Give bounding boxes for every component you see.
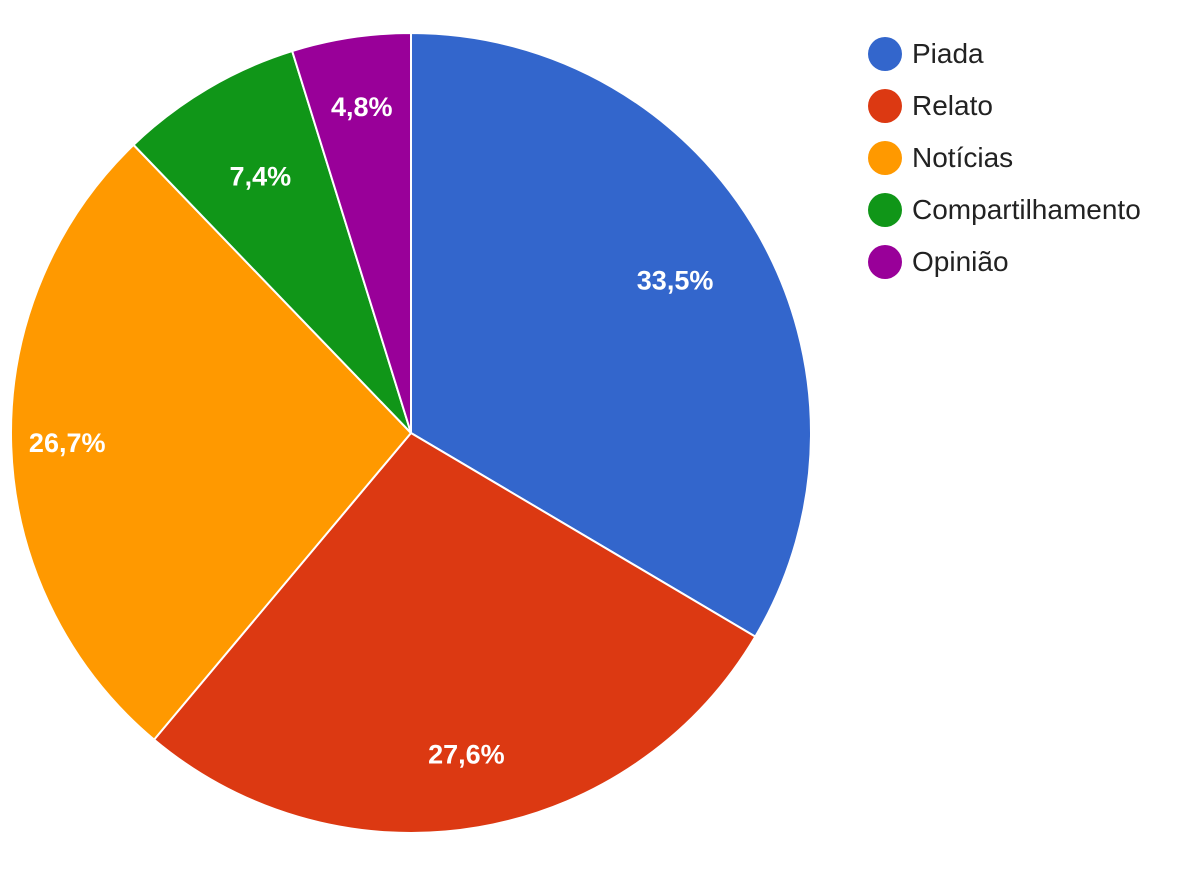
pie-slice-label-noticias: 26,7%: [29, 428, 106, 458]
legend-label-piada: Piada: [912, 38, 984, 69]
legend-swatch-relato: [868, 89, 902, 123]
legend-item-noticias[interactable]: Notícias: [868, 132, 1141, 184]
pie-slice-label-opiniao: 4,8%: [331, 92, 393, 122]
pie-slice-piada[interactable]: [410, 31, 812, 638]
pie-slice-relato[interactable]: [152, 431, 757, 834]
legend-item-opiniao[interactable]: Opinião: [868, 236, 1141, 288]
legend-swatch-piada: [868, 37, 902, 71]
pie-slice-label-piada: 33,5%: [637, 266, 714, 296]
legend: Piada Relato Notícias Compartilhamento O…: [868, 28, 1141, 288]
legend-label-compartilhamento: Compartilhamento: [912, 194, 1141, 225]
pie-slice-opiniao[interactable]: [290, 31, 412, 434]
legend-swatch-opiniao: [868, 245, 902, 279]
pie-slice-noticias[interactable]: [10, 143, 413, 742]
legend-item-relato[interactable]: Relato: [868, 80, 1141, 132]
pie-slice-compartilhamento[interactable]: [132, 49, 412, 434]
legend-label-relato: Relato: [912, 90, 993, 121]
legend-swatch-noticias: [868, 141, 902, 175]
legend-label-opiniao: Opinião: [912, 246, 1009, 277]
legend-item-compartilhamento[interactable]: Compartilhamento: [868, 184, 1141, 236]
legend-swatch-compartilhamento: [868, 193, 902, 227]
pie-slice-label-compartilhamento: 7,4%: [230, 161, 292, 191]
pie-slice-label-relato: 27,6%: [428, 739, 505, 769]
legend-item-piada[interactable]: Piada: [868, 28, 1141, 80]
legend-label-noticias: Notícias: [912, 142, 1014, 173]
